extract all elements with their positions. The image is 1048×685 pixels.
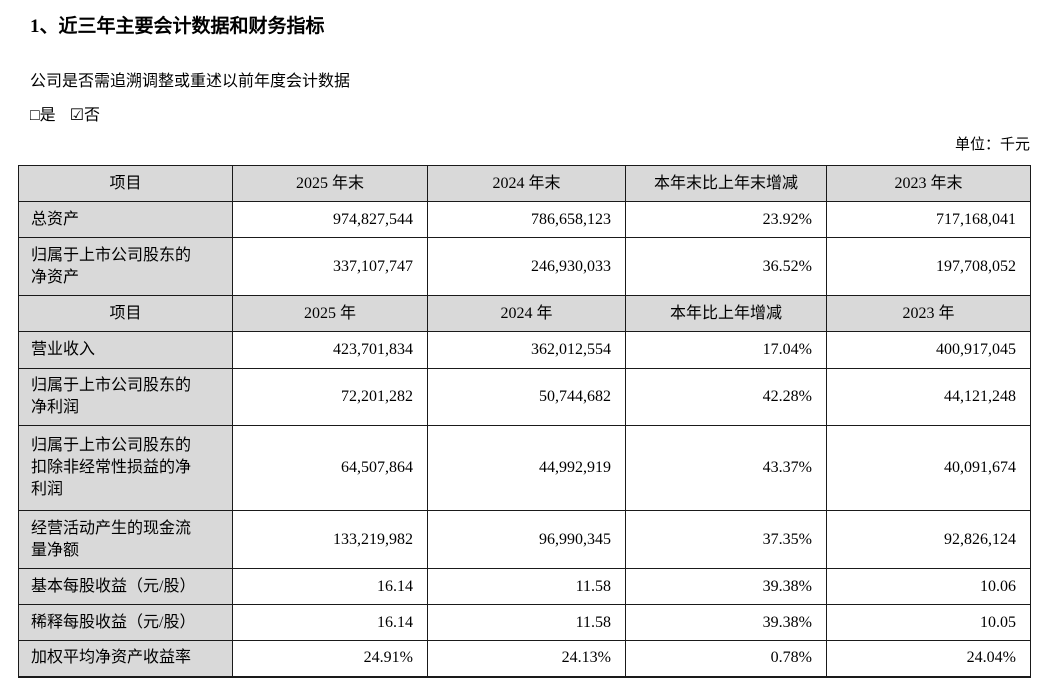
checkbox-no-label: 否 bbox=[84, 107, 101, 124]
header-cell: 2025 年 bbox=[232, 295, 428, 332]
value-cell: 10.06 bbox=[826, 568, 1031, 605]
value-cell: 17.04% bbox=[625, 331, 827, 369]
value-cell: 11.58 bbox=[427, 604, 626, 641]
row-label-cell: 经营活动产生的现金流量净额 bbox=[18, 510, 233, 569]
row-label-cell: 总资产 bbox=[18, 201, 233, 238]
table-header-row-year-end: 项目 2025 年末 2024 年末 本年末比上年末增减 2023 年末 bbox=[18, 165, 1031, 202]
header-cell: 本年末比上年末增减 bbox=[625, 165, 827, 202]
row-label-cell: 加权平均净资产收益率 bbox=[18, 640, 233, 677]
value-cell: 246,930,033 bbox=[427, 237, 626, 296]
value-cell: 64,507,864 bbox=[232, 425, 428, 511]
value-cell: 133,219,982 bbox=[232, 510, 428, 569]
value-cell: 23.92% bbox=[625, 201, 827, 238]
checkbox-unchecked-icon: □ bbox=[30, 107, 40, 124]
header-cell: 2024 年 bbox=[427, 295, 626, 332]
header-cell: 2023 年末 bbox=[826, 165, 1031, 202]
value-cell: 42.28% bbox=[625, 368, 827, 426]
value-cell: 24.91% bbox=[232, 640, 428, 677]
value-cell: 37.35% bbox=[625, 510, 827, 569]
value-cell: 24.04% bbox=[826, 640, 1031, 677]
header-cell: 本年比上年增减 bbox=[625, 295, 827, 332]
value-cell: 362,012,554 bbox=[427, 331, 626, 369]
value-cell: 36.52% bbox=[625, 237, 827, 296]
checkbox-yes-label: 是 bbox=[39, 107, 56, 124]
value-cell: 92,826,124 bbox=[826, 510, 1031, 569]
table-row-operating-cash-flow: 经营活动产生的现金流量净额 133,219,982 96,990,345 37.… bbox=[18, 510, 1031, 569]
header-cell: 2024 年末 bbox=[427, 165, 626, 202]
page-title: 1、近三年主要会计数据和财务指标 bbox=[30, 16, 325, 37]
header-cell: 项目 bbox=[18, 295, 233, 332]
table-row-net-assets: 归属于上市公司股东的净资产 337,107,747 246,930,033 36… bbox=[18, 237, 1031, 296]
table-row-total-assets: 总资产 974,827,544 786,658,123 23.92% 717,1… bbox=[18, 201, 1031, 238]
value-cell: 10.05 bbox=[826, 604, 1031, 641]
table-row-net-profit-excl-nonrecurring: 归属于上市公司股东的扣除非经常性损益的净利润 64,507,864 44,992… bbox=[18, 425, 1031, 511]
row-label-cell: 归属于上市公司股东的扣除非经常性损益的净利润 bbox=[18, 425, 233, 511]
header-cell: 项目 bbox=[18, 165, 233, 202]
value-cell: 96,990,345 bbox=[427, 510, 626, 569]
value-cell: 44,121,248 bbox=[826, 368, 1031, 426]
restatement-question: 公司是否需追溯调整或重述以前年度会计数据 bbox=[30, 73, 351, 90]
row-label-cell: 稀释每股收益（元/股） bbox=[18, 604, 233, 641]
checkbox-option-yes[interactable]: □是 bbox=[30, 107, 56, 124]
table-row-diluted-eps: 稀释每股收益（元/股） 16.14 11.58 39.38% 10.05 bbox=[18, 604, 1031, 641]
table-header-row-year: 项目 2025 年 2024 年 本年比上年增减 2023 年 bbox=[18, 295, 1031, 332]
table-row-revenue: 营业收入 423,701,834 362,012,554 17.04% 400,… bbox=[18, 331, 1031, 369]
row-label-cell: 营业收入 bbox=[18, 331, 233, 369]
value-cell: 423,701,834 bbox=[232, 331, 428, 369]
value-cell: 16.14 bbox=[232, 604, 428, 641]
value-cell: 16.14 bbox=[232, 568, 428, 605]
value-cell: 50,744,682 bbox=[427, 368, 626, 426]
value-cell: 43.37% bbox=[625, 425, 827, 511]
value-cell: 337,107,747 bbox=[232, 237, 428, 296]
row-label-cell: 归属于上市公司股东的净利润 bbox=[18, 368, 233, 426]
value-cell: 400,917,045 bbox=[826, 331, 1031, 369]
value-cell: 0.78% bbox=[625, 640, 827, 677]
row-label-cell: 基本每股收益（元/股） bbox=[18, 568, 233, 605]
value-cell: 39.38% bbox=[625, 604, 827, 641]
value-cell: 44,992,919 bbox=[427, 425, 626, 511]
table-row-net-profit: 归属于上市公司股东的净利润 72,201,282 50,744,682 42.2… bbox=[18, 368, 1031, 426]
value-cell: 974,827,544 bbox=[232, 201, 428, 238]
financial-indicators-table: 项目 2025 年末 2024 年末 本年末比上年末增减 2023 年末 总资产… bbox=[18, 165, 1031, 678]
row-label-cell: 归属于上市公司股东的净资产 bbox=[18, 237, 233, 296]
checkbox-checked-icon: ☑ bbox=[69, 107, 85, 124]
unit-label: 单位：千元 bbox=[954, 137, 1030, 153]
value-cell: 39.38% bbox=[625, 568, 827, 605]
header-cell: 2025 年末 bbox=[232, 165, 428, 202]
restatement-answer-line: □是 ☑否 bbox=[30, 106, 1048, 126]
value-cell: 72,201,282 bbox=[232, 368, 428, 426]
value-cell: 717,168,041 bbox=[826, 201, 1031, 238]
table-row-weighted-avg-roe: 加权平均净资产收益率 24.91% 24.13% 0.78% 24.04% bbox=[18, 640, 1031, 677]
value-cell: 40,091,674 bbox=[826, 425, 1031, 511]
table-row-basic-eps: 基本每股收益（元/股） 16.14 11.58 39.38% 10.06 bbox=[18, 568, 1031, 605]
header-cell: 2023 年 bbox=[826, 295, 1031, 332]
value-cell: 786,658,123 bbox=[427, 201, 626, 238]
value-cell: 11.58 bbox=[427, 568, 626, 605]
checkbox-option-no[interactable]: ☑否 bbox=[70, 107, 100, 124]
value-cell: 24.13% bbox=[427, 640, 626, 677]
value-cell: 197,708,052 bbox=[826, 237, 1031, 296]
